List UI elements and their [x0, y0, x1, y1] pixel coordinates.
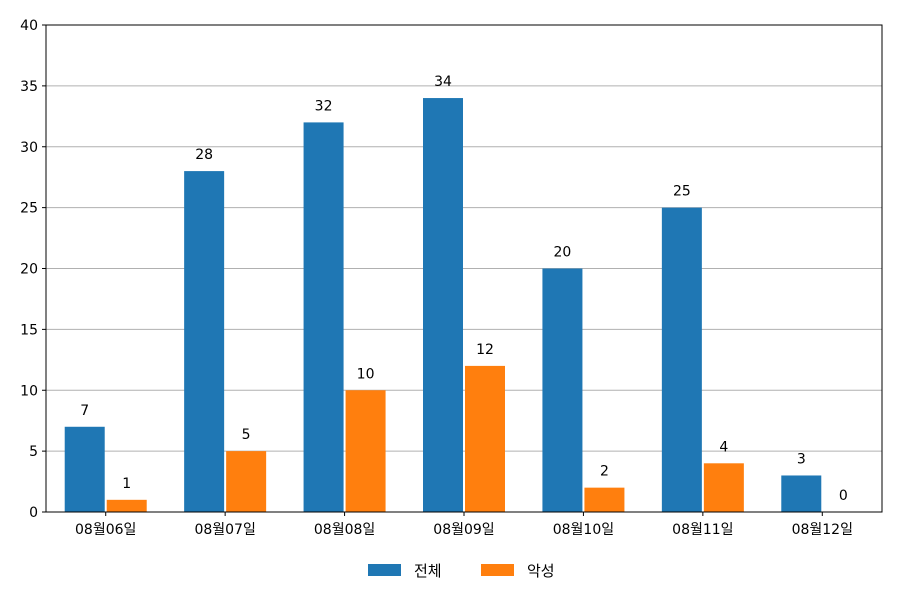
y-tick-label: 10: [20, 383, 38, 399]
gridlines: [46, 85, 882, 452]
data-label: 28: [195, 147, 213, 163]
x-tick-label: 08월07일: [194, 522, 255, 538]
data-label: 20: [554, 245, 572, 261]
data-label: 10: [357, 366, 375, 382]
legend-label: 악성: [527, 562, 555, 580]
data-label: 0: [839, 488, 848, 504]
bar-total: [303, 122, 344, 513]
bar-total: [781, 475, 822, 512]
y-tick-label: 5: [29, 444, 38, 460]
x-tick-label: 08월09일: [433, 522, 494, 538]
bar-total: [423, 98, 463, 513]
bar-total: [184, 171, 225, 512]
x-tick-label: 08월10일: [553, 522, 614, 538]
data-label: 12: [476, 342, 494, 358]
y-tick-label: 25: [20, 201, 38, 217]
y-tick-label: 20: [20, 262, 38, 278]
data-label: 25: [673, 184, 691, 200]
x-tick-label: 08월11일: [672, 522, 733, 538]
data-label: 5: [242, 427, 251, 443]
bar-total: [661, 207, 702, 512]
bar-malicious: [703, 463, 744, 512]
legend-label: 전체: [414, 562, 442, 580]
y-tick-label: 30: [20, 140, 38, 156]
data-label: 4: [719, 439, 728, 455]
bar-malicious: [584, 487, 625, 512]
bar-malicious: [106, 499, 147, 512]
plot-frame: [45, 24, 883, 513]
y-tick-label: 35: [20, 79, 38, 95]
data-label: 2: [600, 464, 609, 480]
y-tick-label: 15: [20, 322, 38, 338]
x-tick-label: 08월12일: [792, 522, 853, 538]
data-label: 1: [122, 476, 131, 492]
data-label: 3: [797, 451, 806, 467]
legend-swatch: [368, 564, 401, 576]
y-tick-label: 0: [29, 505, 38, 521]
data-labels: 7 28 32 34 20 25 3 1 5 10 12 2 4 0: [80, 74, 847, 504]
data-label: 34: [434, 74, 452, 90]
bar-malicious: [345, 390, 386, 512]
bars: [64, 98, 822, 513]
legend-swatch: [481, 564, 514, 576]
data-label: 32: [315, 98, 333, 114]
bar-total: [64, 426, 105, 512]
x-tick-label: 08월08일: [314, 522, 375, 538]
bar-total: [542, 268, 583, 512]
data-label: 7: [80, 403, 89, 419]
legend: 전체 악성: [368, 562, 555, 580]
x-tick-label: 08월06일: [75, 522, 136, 538]
bar-malicious: [465, 365, 505, 512]
bar-malicious: [226, 451, 267, 512]
y-tick-label: 40: [20, 18, 38, 34]
